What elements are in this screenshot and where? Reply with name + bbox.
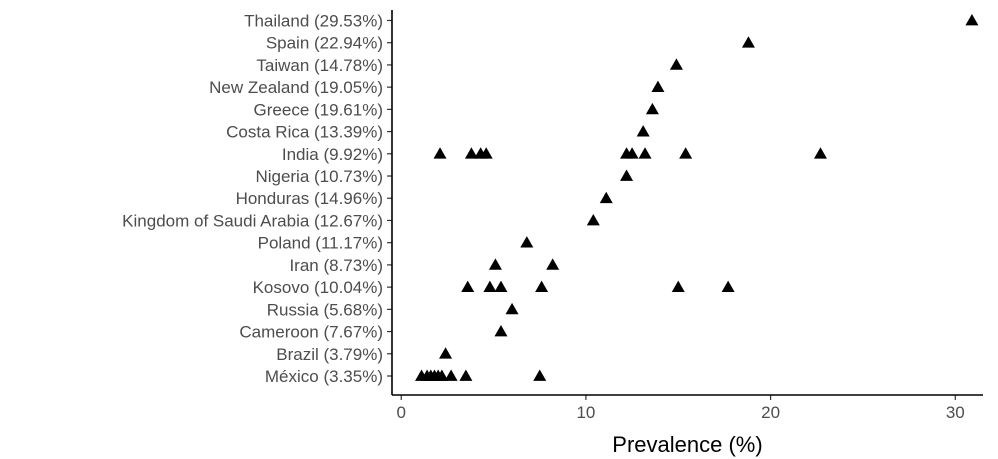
data-point bbox=[645, 102, 659, 115]
data-point bbox=[479, 147, 493, 159]
data-point bbox=[721, 280, 735, 292]
y-tick-label: México (3.35%) bbox=[265, 367, 383, 386]
data-point bbox=[461, 280, 475, 292]
data-points bbox=[415, 13, 979, 381]
y-tick-label: New Zealand (19.05%) bbox=[209, 78, 383, 97]
x-tick-label: 10 bbox=[576, 403, 595, 422]
y-tick-label: Kingdom of Saudi Arabia (12.67%) bbox=[122, 211, 383, 230]
data-point bbox=[488, 258, 502, 270]
y-tick-label: Poland (11.17%) bbox=[258, 234, 383, 253]
data-point bbox=[546, 258, 560, 270]
data-point bbox=[625, 147, 639, 159]
data-point bbox=[741, 36, 755, 48]
x-axis-ticks bbox=[400, 395, 956, 400]
data-point bbox=[444, 369, 458, 381]
data-point bbox=[459, 369, 473, 381]
y-tick-label: Cameroon (7.67%) bbox=[239, 323, 383, 342]
data-point bbox=[586, 213, 600, 226]
data-point bbox=[439, 347, 453, 359]
data-point bbox=[520, 236, 534, 248]
y-tick-label: Brazil (3.79%) bbox=[276, 345, 383, 364]
x-tick-label: 20 bbox=[761, 403, 780, 422]
data-point bbox=[671, 280, 685, 292]
data-point bbox=[535, 280, 549, 292]
data-point bbox=[669, 58, 683, 70]
y-tick-label: Iran (8.73%) bbox=[289, 256, 383, 275]
y-axis-ticks bbox=[387, 19, 392, 377]
y-tick-label: Greece (19.61%) bbox=[254, 100, 383, 119]
data-point bbox=[651, 80, 665, 93]
data-point bbox=[636, 125, 650, 137]
data-point bbox=[813, 147, 827, 159]
data-point bbox=[435, 369, 449, 381]
y-axis-labels: México (3.35%) Brazil (3.79%) Cameroon (7.… bbox=[122, 11, 383, 386]
y-tick-label: Kosovo (10.04%) bbox=[253, 278, 383, 297]
x-tick-label: 30 bbox=[946, 403, 965, 422]
x-axis-labels: 0 10 20 30 bbox=[397, 403, 965, 422]
y-tick-label: Costa Rica (13.39%) bbox=[226, 123, 383, 142]
y-tick-label: India (9.92%) bbox=[282, 145, 383, 164]
data-point bbox=[638, 147, 652, 159]
data-point bbox=[620, 169, 634, 181]
x-axis-title: Prevalence (%) bbox=[612, 432, 762, 457]
y-tick-label: Honduras (14.96%) bbox=[236, 189, 383, 208]
data-point bbox=[494, 325, 508, 337]
data-point bbox=[483, 280, 497, 292]
data-point bbox=[464, 147, 478, 159]
y-tick-label: Spain (22.94%) bbox=[266, 34, 383, 53]
data-point bbox=[494, 280, 508, 292]
data-point bbox=[533, 369, 547, 381]
data-point bbox=[505, 302, 519, 315]
data-point bbox=[965, 13, 979, 26]
y-tick-label: Russia (5.68%) bbox=[267, 300, 383, 319]
y-tick-label: Taiwan (14.78%) bbox=[256, 56, 383, 75]
y-tick-label: Nigeria (10.73%) bbox=[255, 167, 383, 186]
data-point bbox=[599, 191, 613, 204]
data-point bbox=[679, 147, 693, 159]
x-tick-label: 0 bbox=[397, 403, 406, 422]
data-point bbox=[433, 147, 447, 159]
y-tick-label: Thailand (29.53%) bbox=[244, 11, 383, 30]
